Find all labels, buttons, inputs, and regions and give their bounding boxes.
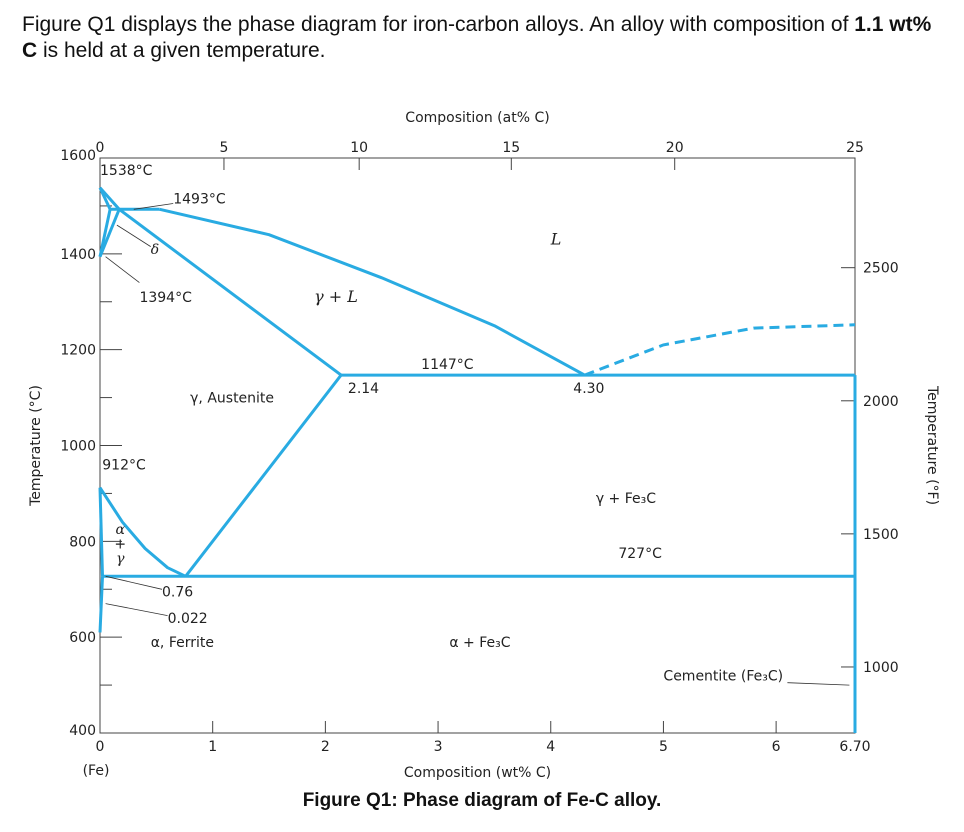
right-tick-label: 1000 [863, 660, 899, 676]
x-axis-title: Composition (wt% C) [404, 765, 551, 781]
region-label: L [550, 229, 562, 248]
region-label: 912°C [102, 457, 146, 473]
region-label: 1493°C [173, 192, 226, 208]
y-tick-label: 1000 [60, 439, 96, 455]
region-label: 1394°C [139, 290, 192, 306]
region-label: 1147°C [421, 357, 474, 373]
region-label: 0.022 [168, 611, 208, 627]
labels-group: Lγ + L γ, Austenite γ + Fe₃C α + Fe₃C δ α+γ 15… [100, 163, 783, 685]
top-tick-label: 5 [219, 140, 228, 156]
right-tick-label: 2500 [863, 261, 899, 277]
x-start-sub: (Fe) [83, 763, 110, 779]
leader-line [787, 682, 850, 686]
leader-line [105, 575, 163, 590]
x-tick-label: 0 [96, 739, 105, 755]
x-end-label: 6.70 [839, 739, 870, 755]
phase-line-austenite-solidus [118, 208, 342, 377]
leader-line [105, 256, 140, 283]
phase-line-delta-gamma [98, 208, 121, 258]
phase-line-alpha-gamma [98, 487, 104, 577]
annotations-group [105, 203, 850, 686]
right-tick-label: 1500 [863, 527, 899, 543]
x-tick-label: 4 [546, 739, 555, 755]
x-tick-label: 5 [659, 739, 668, 755]
leader-line [105, 603, 168, 616]
phase-line-ferrite-solvus [98, 576, 104, 633]
region-label: γ, Austenite [190, 390, 274, 406]
region-label: δ [151, 242, 159, 258]
region-label: 0.76 [162, 584, 193, 600]
leader-line [116, 224, 151, 247]
region-label: α, Ferrite [151, 635, 214, 651]
y-tick-label: 1600 [60, 148, 96, 164]
leader-line [133, 203, 174, 210]
region-label: Cementite (Fe₃C) [663, 668, 783, 684]
region-label: 2.14 [348, 381, 379, 397]
region-label: 727°C [618, 546, 662, 562]
question-text: Figure Q1 displays the phase diagram for… [22, 12, 952, 64]
ticks-group: 0 1 2 3 4 5 6 6.70 (Fe) Composition (wt% C) 0 5 10 15… [28, 110, 940, 781]
phase-line-acm [184, 374, 343, 578]
phase-line-delta-liquidus [98, 186, 121, 211]
y-tick-label: 1400 [60, 247, 96, 263]
question-part2: is held at a given temperature. [37, 39, 326, 62]
region-label: γ + Fe₃C [596, 491, 656, 507]
region-label: 1538°C [100, 163, 153, 179]
top-axis-title: Composition (at% C) [405, 110, 549, 126]
y-tick-label: 800 [69, 534, 96, 550]
top-tick-label: 15 [502, 140, 520, 156]
right-tick-label: 2000 [863, 394, 899, 410]
region-label: γ [116, 551, 125, 567]
region-label: 4.30 [573, 381, 604, 397]
region-label: + [114, 537, 126, 553]
region-label: α [116, 522, 126, 538]
y-tick-label: 1200 [60, 343, 96, 359]
top-tick-label: 10 [350, 140, 368, 156]
phase-line-liquidus-main [159, 207, 586, 377]
x-tick-label: 3 [434, 739, 443, 755]
y-tick-label: 600 [69, 630, 96, 646]
x-tick-label: 1 [208, 739, 217, 755]
phase-diagram: 0 1 2 3 4 5 6 6.70 (Fe) Composition (wt% C) 0 5 10 15… [28, 110, 940, 781]
top-tick-label: 20 [666, 140, 684, 156]
phase-line-a3 [98, 486, 187, 578]
right-axis-title: Temperature (°F) [924, 385, 940, 505]
phase-lines-group [98, 186, 857, 733]
top-tick-label: 0 [96, 140, 105, 156]
y-axis-title: Temperature (°C) [28, 385, 44, 507]
x-tick-label: 6 [772, 739, 781, 755]
phase-line-cementite-liquidus [584, 323, 856, 377]
question-part1: Figure Q1 displays the phase diagram for… [22, 13, 855, 36]
figure-caption: Figure Q1: Phase diagram of Fe-C alloy. [302, 790, 662, 811]
region-label: α + Fe₃C [449, 635, 510, 651]
y-tick-label: 400 [69, 723, 96, 739]
x-tick-label: 2 [321, 739, 330, 755]
top-tick-label: 25 [846, 140, 864, 156]
question-bold: 1.1 wt% C [22, 13, 932, 62]
region-label: γ + L [314, 287, 358, 306]
